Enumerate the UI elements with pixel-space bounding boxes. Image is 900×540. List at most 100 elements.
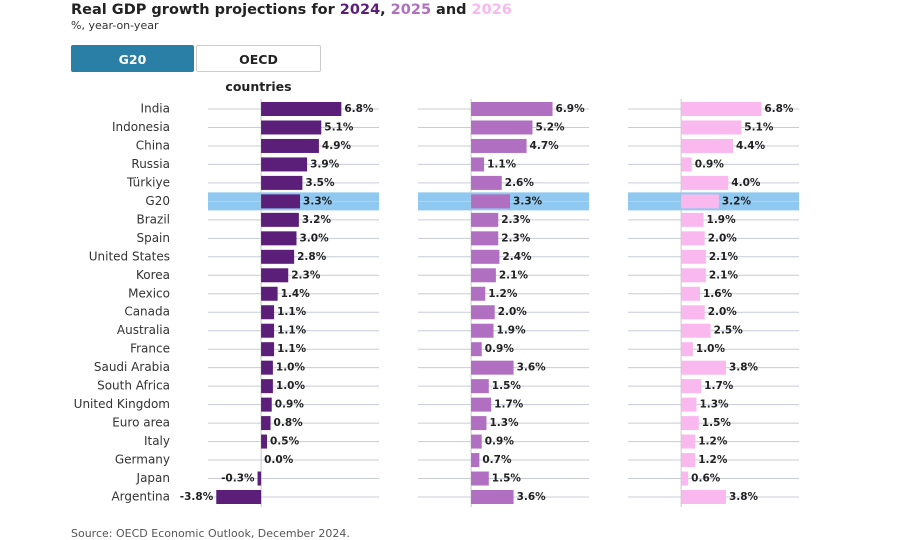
- title-part: ,: [380, 2, 386, 18]
- bar: [471, 249, 500, 264]
- bar: [681, 231, 705, 246]
- value-label: 3.6%: [517, 491, 547, 503]
- value-label: 1.7%: [704, 380, 734, 392]
- bar: [257, 471, 262, 486]
- value-label: 3.2%: [302, 214, 332, 226]
- value-label: 0.9%: [485, 436, 515, 448]
- value-label: 1.6%: [703, 288, 733, 300]
- value-label: 3.9%: [310, 158, 340, 170]
- bar: [681, 397, 697, 412]
- value-label: 0.7%: [482, 454, 512, 466]
- bar: [261, 138, 319, 153]
- value-label: 3.8%: [729, 362, 759, 374]
- value-label: 2.3%: [501, 232, 531, 244]
- highlight-band: [628, 192, 800, 211]
- value-label: 1.5%: [492, 380, 522, 392]
- category-label: Saudi Arabia: [94, 360, 170, 374]
- category-label: France: [130, 342, 170, 356]
- value-label: 6.8%: [344, 103, 374, 115]
- highlight-band: [208, 192, 380, 211]
- bar: [261, 360, 273, 375]
- bar: [261, 175, 303, 190]
- value-label: 1.2%: [488, 288, 518, 300]
- bar: [681, 249, 706, 264]
- bar: [261, 397, 272, 412]
- category-label: Canada: [124, 305, 170, 319]
- value-label: 0.6%: [691, 473, 721, 485]
- value-label: 1.7%: [494, 399, 524, 411]
- title-part: Real GDP growth projections for: [71, 2, 336, 18]
- bar: [471, 416, 487, 431]
- category-label: Euro area: [112, 416, 170, 430]
- value-label: 0.8%: [274, 417, 304, 429]
- bar: [471, 434, 482, 449]
- bar: [471, 305, 495, 320]
- bar: [261, 323, 275, 338]
- value-label: 1.0%: [276, 380, 306, 392]
- value-label: 2.4%: [502, 251, 532, 263]
- bar: [471, 102, 553, 116]
- value-label: 4.9%: [322, 140, 352, 152]
- bar: [681, 379, 702, 394]
- bar: [261, 342, 275, 357]
- bar: [681, 453, 696, 468]
- category-label: Türkiye: [126, 175, 170, 189]
- value-label: 0.9%: [485, 343, 515, 355]
- bar: [261, 434, 267, 449]
- bar: [681, 490, 726, 504]
- category-label: Australia: [117, 323, 170, 337]
- value-label: 3.5%: [305, 177, 335, 189]
- value-label: 5.1%: [324, 121, 354, 133]
- bar: [261, 194, 301, 209]
- title-part: 2024: [340, 2, 380, 18]
- category-label: Indonesia: [112, 120, 170, 134]
- bar: [471, 323, 494, 338]
- bar: [471, 379, 489, 394]
- bar: [471, 471, 489, 486]
- value-label: 2.6%: [505, 177, 535, 189]
- value-label: 2.3%: [501, 214, 531, 226]
- bar: [261, 249, 295, 264]
- bar: [681, 157, 692, 172]
- value-label: 5.2%: [535, 121, 565, 133]
- chart-title: Real GDP growth projections for 2024, 2025…: [71, 2, 512, 18]
- bar: [681, 212, 704, 227]
- category-label: G20: [145, 194, 170, 208]
- title-part: 2025: [391, 2, 431, 18]
- value-label: 1.3%: [489, 417, 519, 429]
- bar: [681, 268, 706, 283]
- value-label: 1.1%: [277, 306, 307, 318]
- value-label: 1.5%: [702, 417, 732, 429]
- bar: [471, 268, 496, 283]
- value-label: 4.4%: [736, 140, 766, 152]
- value-label: 6.8%: [764, 103, 794, 115]
- category-label: Brazil: [137, 212, 171, 226]
- tab-oecd[interactable]: OECD countries: [196, 45, 321, 94]
- bar: [471, 360, 514, 375]
- value-label: 2.1%: [709, 251, 739, 263]
- category-label: Mexico: [128, 286, 170, 300]
- bar: [471, 342, 482, 357]
- bar: [681, 305, 705, 320]
- bar: [261, 379, 273, 394]
- category-label: United States: [89, 249, 170, 263]
- value-label: 2.0%: [498, 306, 528, 318]
- value-label: 4.7%: [530, 140, 560, 152]
- bar: [261, 305, 275, 320]
- bar: [681, 342, 693, 357]
- tab-g20[interactable]: G20 economies: [71, 45, 194, 94]
- value-label: 3.8%: [729, 491, 759, 503]
- value-label: 1.5%: [492, 473, 522, 485]
- value-label: 1.9%: [707, 214, 737, 226]
- bar: [261, 268, 289, 283]
- category-label: Argentina: [111, 490, 170, 504]
- bar: [471, 490, 514, 504]
- value-label: 2.8%: [297, 251, 327, 263]
- value-label: 1.1%: [277, 325, 307, 337]
- value-label: -0.3%: [221, 473, 255, 485]
- value-label: 1.0%: [696, 343, 726, 355]
- value-label: 1.2%: [698, 454, 728, 466]
- bar: [681, 175, 729, 190]
- bar: [681, 194, 719, 209]
